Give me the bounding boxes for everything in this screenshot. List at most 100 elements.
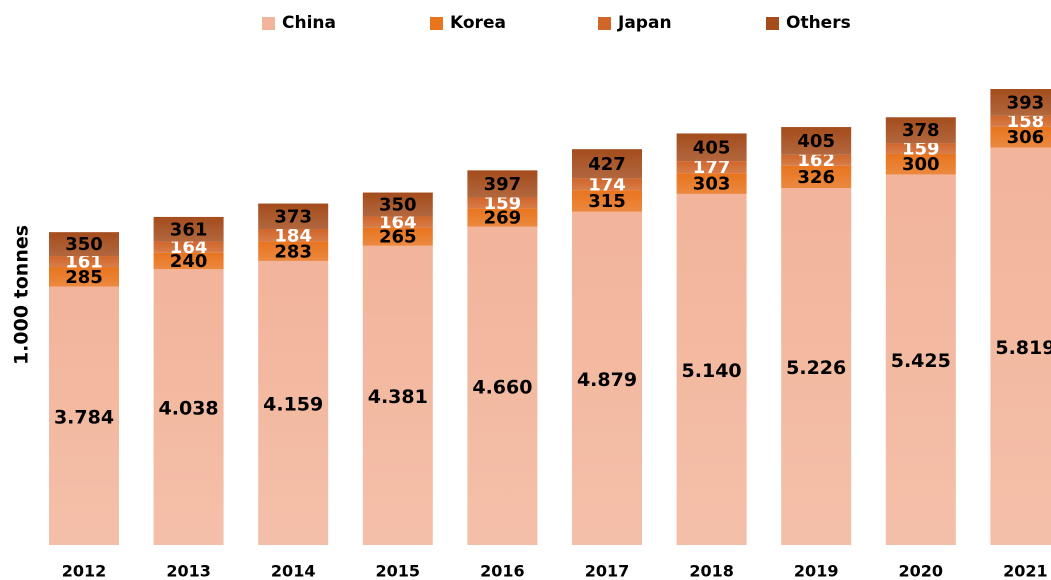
legend-label: Others	[786, 13, 851, 33]
bar-segment	[258, 260, 329, 545]
data-label: 162	[797, 150, 835, 171]
legend-swatch	[430, 17, 443, 30]
bar-segment	[885, 153, 956, 175]
x-tick-label: 2018	[689, 562, 734, 580]
data-label: 361	[170, 219, 208, 240]
bar-segment	[49, 232, 119, 257]
data-label: 5.140	[682, 360, 742, 382]
x-tick-label: 2016	[480, 562, 525, 580]
bar-segment	[885, 143, 956, 154]
data-label: 164	[379, 212, 417, 233]
bar-segment	[990, 89, 1051, 116]
data-label: 397	[484, 174, 522, 195]
data-label: 427	[588, 154, 626, 175]
bar-segment	[153, 241, 224, 253]
bar-segment	[362, 192, 433, 217]
bar-segment	[990, 126, 1051, 148]
data-label: 303	[693, 174, 731, 195]
data-label: 405	[797, 131, 835, 152]
legend-swatch	[598, 17, 611, 30]
bar-segment	[467, 226, 538, 546]
data-label: 164	[170, 237, 208, 258]
data-label: 350	[379, 195, 417, 216]
bar-segment	[467, 197, 538, 209]
data-label: 158	[1007, 111, 1045, 132]
bar-segment	[362, 227, 433, 246]
bar-segment	[572, 149, 642, 179]
data-label: 5.226	[786, 357, 846, 379]
x-tick-label: 2019	[794, 562, 839, 580]
bar-segment	[49, 267, 119, 287]
data-label: 159	[902, 139, 940, 160]
bar-segment	[362, 216, 433, 228]
bar-segment	[676, 161, 747, 174]
data-label: 4.381	[368, 386, 428, 408]
data-label: 4.660	[472, 376, 532, 398]
data-label: 240	[170, 251, 208, 272]
data-label: 378	[902, 120, 940, 141]
data-label: 5.819	[995, 337, 1051, 359]
bar-segment	[781, 165, 852, 189]
bar-segment	[467, 170, 538, 198]
bar-segment	[781, 127, 852, 155]
data-label: 5.425	[891, 350, 951, 372]
data-label: 177	[693, 157, 731, 178]
legend-label: Korea	[450, 13, 506, 33]
y-axis-label: 1.000 tonnes	[11, 225, 33, 365]
data-label: 184	[274, 225, 312, 246]
data-label: 283	[274, 241, 312, 262]
data-label: 265	[379, 227, 417, 248]
x-tick-label: 2021	[1003, 562, 1048, 580]
bar-segment	[153, 216, 224, 242]
bar-segment	[572, 211, 642, 545]
x-tick-label: 2014	[271, 562, 316, 580]
bar-segment	[153, 269, 224, 545]
data-label: 315	[588, 191, 626, 212]
bar-segment	[258, 203, 329, 230]
bar-segment	[258, 229, 329, 242]
data-label: 174	[588, 174, 626, 195]
bar-segment	[676, 173, 747, 194]
data-label: 393	[1007, 92, 1045, 113]
bar-segment	[362, 245, 433, 545]
bar-segment	[258, 241, 329, 261]
data-label: 373	[274, 206, 312, 227]
data-label: 285	[65, 267, 103, 288]
bar-segment	[572, 190, 642, 212]
data-label: 161	[65, 252, 103, 273]
bar-segment	[572, 178, 642, 191]
data-label: 326	[797, 167, 835, 188]
bar-segment	[781, 188, 852, 546]
x-tick-label: 2017	[585, 562, 630, 580]
data-label: 350	[65, 234, 103, 255]
legend-label: China	[282, 13, 336, 33]
bar-segment	[990, 147, 1051, 545]
data-label: 306	[1007, 127, 1045, 148]
legend-swatch	[766, 17, 779, 30]
data-label: 269	[484, 208, 522, 229]
bar-segment	[990, 115, 1051, 127]
bar-segment	[153, 252, 224, 270]
bar-segment	[885, 174, 956, 545]
bar-segment	[781, 154, 852, 166]
data-label: 405	[693, 137, 731, 158]
data-label: 3.784	[54, 406, 114, 428]
legend-label: Japan	[617, 13, 672, 33]
bar-segment	[49, 256, 119, 268]
x-tick-label: 2020	[899, 562, 944, 580]
x-tick-label: 2015	[376, 562, 421, 580]
bar-segment	[885, 117, 956, 144]
x-tick-label: 2012	[62, 562, 107, 580]
data-label: 4.879	[577, 369, 637, 391]
bar-segment	[49, 286, 119, 545]
legend-swatch	[262, 17, 275, 30]
data-label: 300	[902, 154, 940, 175]
x-tick-label: 2013	[166, 562, 211, 580]
bar-segment	[676, 193, 747, 545]
data-label: 159	[484, 193, 522, 214]
data-label: 4.038	[159, 398, 219, 420]
bar-segment	[676, 133, 747, 162]
data-label: 4.159	[263, 393, 323, 415]
bar-segment	[467, 208, 538, 227]
